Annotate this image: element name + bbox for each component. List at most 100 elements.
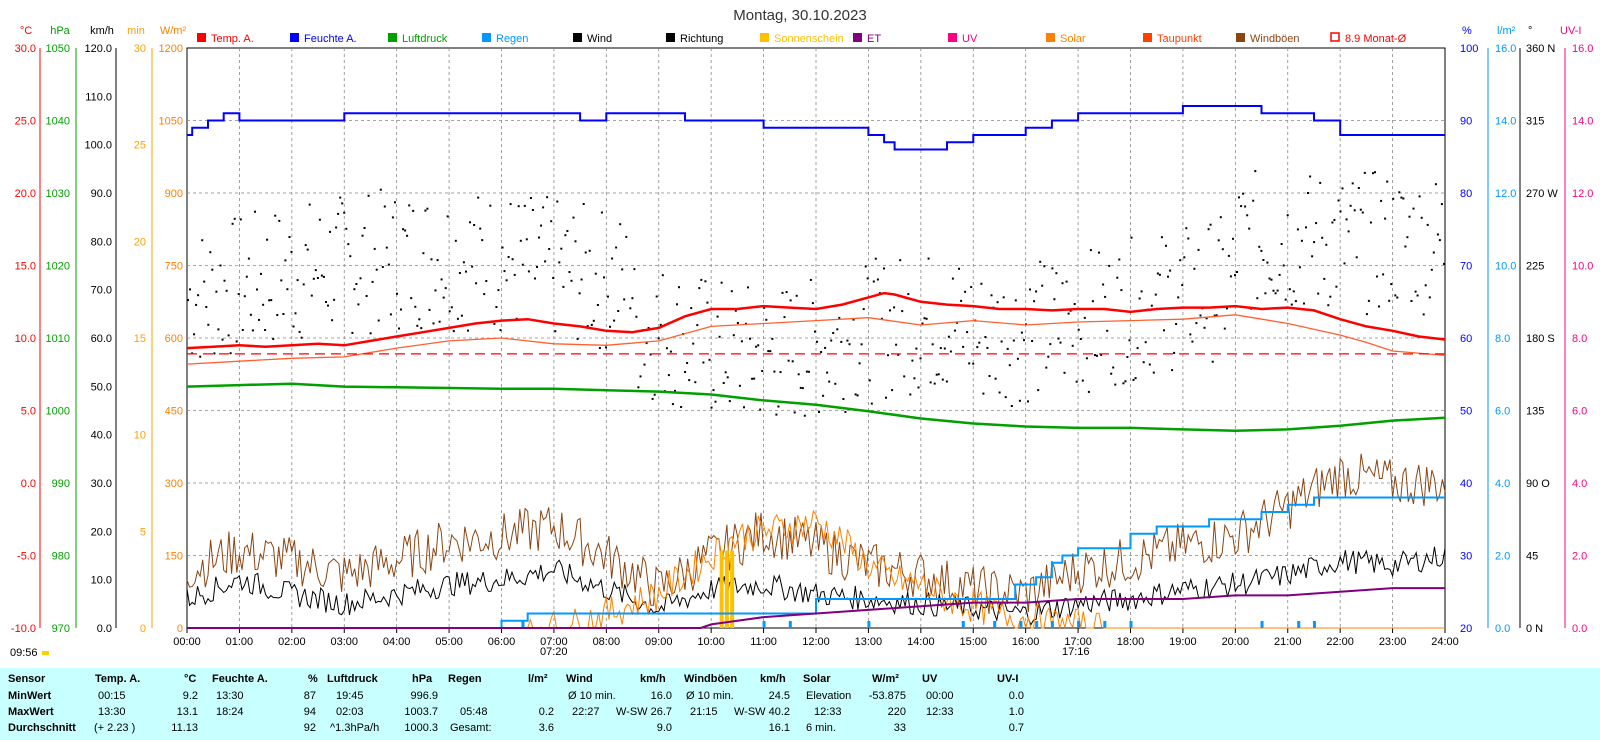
direction-point	[1272, 289, 1275, 292]
direction-point	[1085, 357, 1088, 360]
direction-point	[716, 315, 719, 318]
direction-point	[544, 260, 547, 263]
direction-point	[1329, 295, 1332, 298]
direction-point	[359, 277, 362, 280]
rain-tick	[961, 621, 965, 628]
stats-max-wind-time: 22:27	[572, 706, 600, 718]
direction-point	[1156, 272, 1159, 275]
axis-tick-label: 360 N	[1526, 43, 1555, 55]
rain-tick	[867, 621, 871, 628]
direction-point	[1012, 339, 1015, 342]
axis-tick-label: 600	[165, 333, 183, 345]
direction-point	[1069, 309, 1072, 312]
direction-point	[1077, 328, 1080, 331]
direction-point	[302, 283, 305, 286]
direction-point	[1033, 300, 1036, 303]
direction-point	[467, 329, 469, 332]
rain-tick	[1297, 621, 1301, 628]
direction-point	[1430, 268, 1433, 271]
direction-point	[872, 280, 875, 283]
direction-point	[941, 378, 944, 381]
direction-point	[1043, 265, 1046, 268]
direction-point	[452, 330, 455, 333]
direction-point	[1252, 199, 1255, 202]
direction-point	[840, 340, 843, 343]
direction-point	[483, 293, 486, 296]
direction-point	[582, 203, 585, 205]
axis-tick-label: 16.0	[1495, 43, 1516, 55]
direction-point	[1199, 314, 1202, 317]
axis-tick-label: 110.0	[85, 91, 112, 103]
direction-point	[1138, 297, 1141, 300]
stats-avg-uv-value: 0.7	[1008, 722, 1024, 734]
stats-avg-solar-label: 6 min.	[806, 722, 836, 734]
stats-header-temp: Temp. A.	[95, 673, 141, 685]
direction-point	[493, 322, 496, 325]
legend-label: Luftdruck	[402, 33, 448, 45]
direction-point	[592, 319, 595, 322]
axis-unit: UV-I	[1560, 25, 1581, 37]
x-tick-label: 21:00	[1274, 636, 1302, 648]
direction-point	[1246, 214, 1249, 217]
legend-label: Temp. A.	[211, 33, 254, 45]
direction-point	[607, 295, 609, 298]
direction-point	[874, 257, 877, 260]
stats-min-solar-label: Elevation	[806, 690, 852, 702]
direction-point	[1175, 323, 1178, 325]
direction-point	[489, 204, 492, 207]
direction-point	[1189, 333, 1192, 336]
direction-point	[1016, 357, 1019, 360]
direction-point	[643, 363, 646, 366]
legend-swatch	[666, 33, 675, 42]
direction-point	[964, 290, 967, 293]
direction-point	[710, 406, 713, 409]
direction-point	[943, 347, 946, 350]
direction-point	[345, 227, 348, 230]
direction-point	[1120, 289, 1123, 292]
direction-point	[511, 258, 514, 261]
direction-point	[844, 410, 847, 413]
x-tick-label: 19:00	[1169, 636, 1197, 648]
axis-tick-label: 20.0	[91, 526, 112, 538]
series-line	[187, 105, 1445, 151]
axis-tick-label: 90	[1460, 116, 1472, 128]
direction-point	[688, 379, 691, 382]
direction-point	[1313, 241, 1316, 244]
direction-point	[428, 308, 431, 311]
direction-point	[852, 318, 855, 321]
direction-point	[1384, 217, 1387, 220]
axis-tick-label: 12.0	[1572, 188, 1593, 200]
stats-avg-label: Durchschnitt	[8, 722, 76, 734]
direction-point	[432, 322, 435, 325]
direction-point	[743, 406, 745, 409]
direction-point	[1061, 282, 1064, 285]
direction-point	[925, 317, 928, 320]
direction-point	[619, 223, 622, 226]
axes: °C 30.0 25.0 20.0 15.0 10.0 5.0 0.0 -5.0 -10.0 hPa…	[11, 25, 1594, 635]
direction-point	[797, 373, 800, 376]
rain-tick	[1077, 621, 1081, 628]
direction-point	[976, 346, 979, 349]
direction-point	[337, 212, 340, 215]
direction-point	[678, 286, 680, 289]
direction-point	[921, 322, 924, 325]
rain-tick	[993, 621, 997, 628]
direction-point	[1047, 355, 1050, 358]
direction-point	[318, 218, 321, 221]
direction-point	[1426, 223, 1429, 226]
direction-point	[862, 308, 865, 311]
direction-point	[329, 230, 331, 233]
direction-point	[225, 289, 228, 292]
legend-label: Regen	[496, 33, 528, 45]
axis-tick-label: 6.0	[1572, 406, 1587, 418]
direction-point	[1083, 316, 1086, 319]
direction-point	[343, 211, 346, 214]
stats-max-press-value: 1003.7	[404, 706, 438, 718]
direction-point	[456, 317, 459, 320]
direction-point	[527, 270, 530, 273]
legend-label: 8.9 Monat-Ø	[1345, 33, 1407, 45]
stats-avg-gust-value: 16.1	[768, 722, 790, 734]
stats-min-label: MinWert	[8, 690, 52, 702]
direction-point	[497, 289, 500, 292]
axis-tick-label: 30.0	[91, 478, 112, 490]
